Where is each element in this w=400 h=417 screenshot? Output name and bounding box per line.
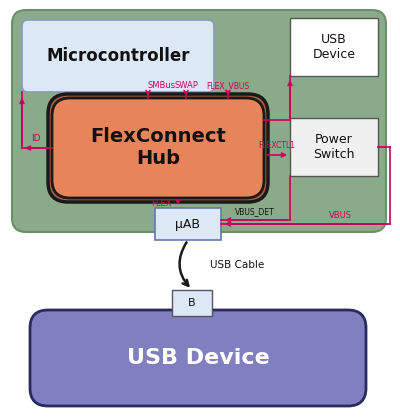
Text: Microcontroller: Microcontroller	[46, 47, 190, 65]
FancyBboxPatch shape	[172, 290, 212, 316]
Text: USB Cable: USB Cable	[210, 260, 264, 270]
Text: Power
Switch: Power Switch	[313, 133, 355, 161]
Text: μAB: μAB	[176, 218, 200, 231]
FancyBboxPatch shape	[290, 118, 378, 176]
Text: VBUS_DET: VBUS_DET	[235, 207, 275, 216]
FancyBboxPatch shape	[52, 98, 264, 198]
Text: USB Device: USB Device	[127, 348, 269, 368]
FancyBboxPatch shape	[12, 10, 386, 232]
Text: FLEXCTL1: FLEXCTL1	[258, 141, 296, 150]
Text: ID: ID	[31, 134, 41, 143]
FancyBboxPatch shape	[155, 208, 221, 240]
Text: FlexConnect
Hub: FlexConnect Hub	[90, 128, 226, 168]
Text: FLEX: FLEX	[152, 198, 172, 208]
Text: B: B	[188, 298, 196, 308]
FancyBboxPatch shape	[22, 20, 214, 92]
Text: SWAP: SWAP	[174, 81, 198, 90]
FancyArrowPatch shape	[180, 242, 188, 286]
FancyBboxPatch shape	[48, 94, 268, 202]
Text: USB
Device: USB Device	[312, 33, 356, 61]
Text: FLEX_VBUS: FLEX_VBUS	[206, 81, 250, 90]
FancyBboxPatch shape	[290, 18, 378, 76]
FancyBboxPatch shape	[30, 310, 366, 406]
Text: VBUS: VBUS	[328, 211, 352, 220]
Text: SMBus: SMBus	[148, 81, 176, 90]
